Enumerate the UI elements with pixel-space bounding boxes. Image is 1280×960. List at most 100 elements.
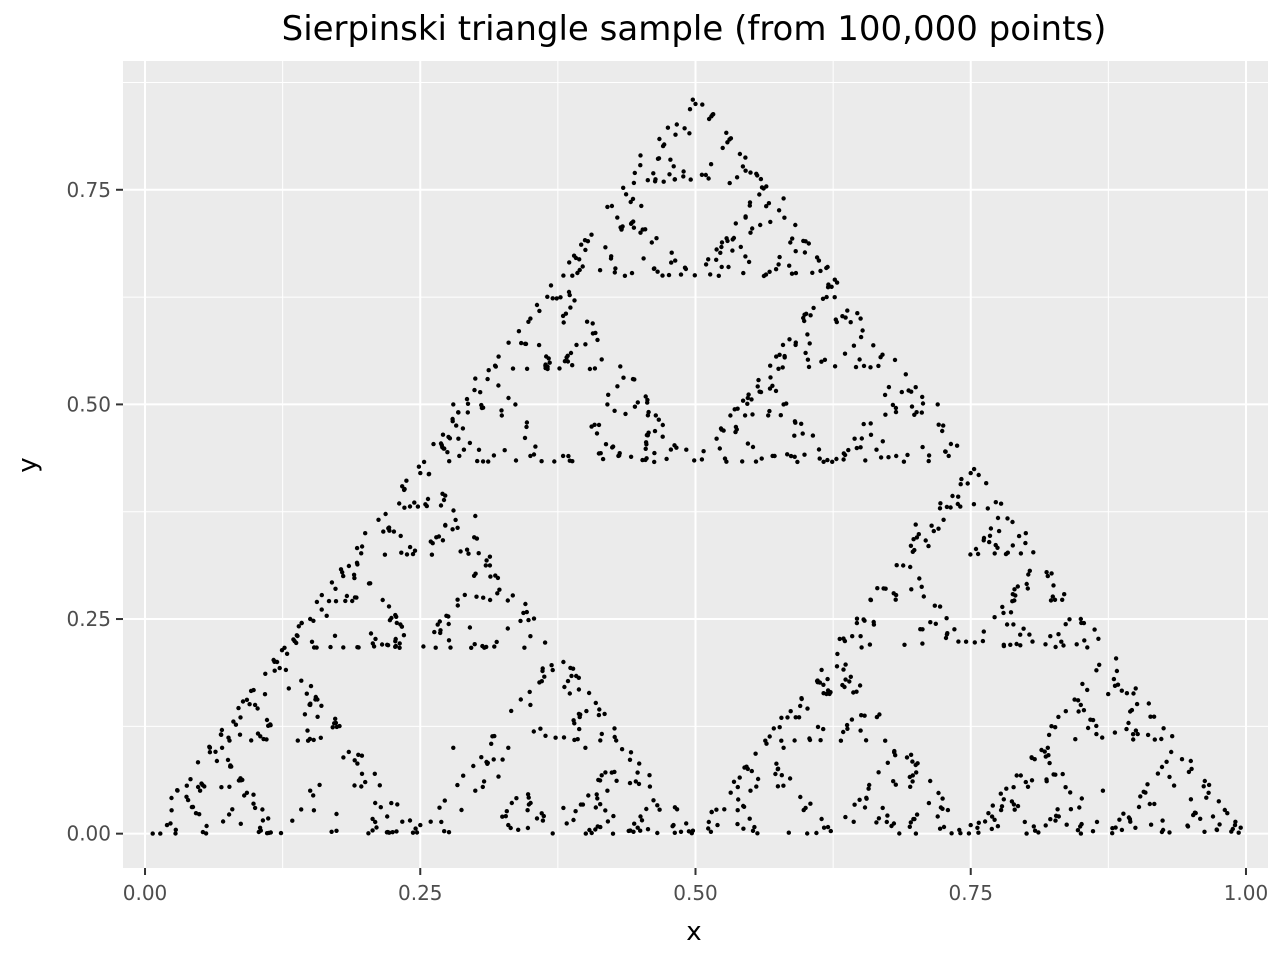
data-point bbox=[569, 673, 574, 679]
data-point bbox=[199, 781, 204, 786]
data-point bbox=[461, 773, 466, 778]
data-point bbox=[481, 779, 487, 784]
data-point bbox=[443, 523, 448, 528]
data-point bbox=[609, 254, 614, 259]
data-point bbox=[802, 250, 808, 255]
data-point bbox=[743, 215, 748, 220]
data-point bbox=[753, 751, 758, 756]
data-point bbox=[1016, 533, 1022, 539]
data-point bbox=[1000, 604, 1005, 610]
data-point bbox=[1021, 626, 1026, 631]
data-point bbox=[333, 599, 339, 604]
data-point bbox=[792, 419, 798, 424]
data-point bbox=[577, 267, 582, 273]
data-point bbox=[881, 586, 886, 591]
data-point bbox=[975, 825, 980, 830]
data-point bbox=[1063, 622, 1068, 627]
data-point bbox=[741, 270, 746, 276]
data-point bbox=[568, 350, 574, 356]
data-point bbox=[1032, 828, 1038, 833]
data-point bbox=[735, 406, 740, 411]
data-point bbox=[981, 538, 986, 543]
data-point bbox=[506, 340, 511, 345]
data-point bbox=[350, 598, 355, 604]
data-point bbox=[415, 504, 421, 509]
data-point bbox=[425, 496, 431, 502]
data-point bbox=[611, 813, 616, 819]
data-point bbox=[767, 269, 772, 274]
data-point bbox=[526, 617, 531, 623]
data-point bbox=[1119, 827, 1125, 833]
data-point bbox=[352, 758, 357, 763]
data-point bbox=[412, 500, 417, 505]
data-point bbox=[775, 784, 781, 789]
data-point bbox=[720, 145, 725, 151]
data-point bbox=[413, 826, 418, 831]
data-point bbox=[688, 177, 693, 182]
data-point bbox=[952, 627, 957, 632]
data-point bbox=[1024, 581, 1029, 587]
data-point bbox=[854, 445, 859, 451]
data-point bbox=[727, 137, 732, 142]
data-point bbox=[1112, 730, 1118, 735]
data-point bbox=[757, 192, 762, 197]
data-point bbox=[589, 232, 594, 237]
data-point bbox=[687, 107, 693, 112]
data-point bbox=[629, 270, 635, 276]
data-point bbox=[867, 642, 873, 647]
data-point bbox=[854, 620, 860, 626]
data-point bbox=[508, 825, 513, 831]
data-point bbox=[902, 642, 907, 647]
data-point bbox=[621, 185, 626, 190]
data-point bbox=[901, 563, 906, 568]
data-point bbox=[857, 797, 862, 802]
data-point bbox=[1029, 778, 1035, 783]
data-point bbox=[1167, 774, 1172, 780]
data-point bbox=[810, 270, 815, 275]
data-point bbox=[219, 785, 224, 790]
data-point bbox=[572, 721, 577, 726]
data-point bbox=[825, 824, 831, 830]
data-point bbox=[402, 505, 407, 510]
data-point bbox=[733, 424, 739, 430]
data-point bbox=[596, 422, 602, 428]
data-point bbox=[1061, 643, 1066, 648]
data-point bbox=[341, 645, 346, 650]
data-point bbox=[373, 819, 378, 825]
data-point bbox=[404, 478, 409, 483]
data-point bbox=[514, 796, 519, 801]
data-point bbox=[965, 481, 970, 486]
data-point bbox=[484, 558, 489, 563]
data-point bbox=[1078, 824, 1083, 829]
data-point bbox=[919, 584, 924, 589]
data-point bbox=[383, 511, 388, 517]
data-point bbox=[686, 829, 692, 834]
data-point bbox=[753, 459, 759, 464]
data-point bbox=[894, 563, 899, 568]
data-point bbox=[846, 447, 851, 453]
data-point bbox=[948, 441, 954, 447]
data-point bbox=[440, 432, 446, 437]
data-point bbox=[652, 266, 657, 271]
data-point bbox=[735, 784, 740, 790]
data-point bbox=[410, 551, 416, 557]
data-point bbox=[571, 253, 577, 258]
data-point bbox=[583, 342, 588, 347]
data-point bbox=[372, 771, 377, 776]
data-point bbox=[531, 616, 537, 621]
data-point bbox=[308, 683, 314, 689]
data-point bbox=[652, 450, 657, 456]
y-tick-label: 0.75 bbox=[66, 178, 111, 202]
data-point bbox=[945, 807, 951, 813]
data-point bbox=[598, 451, 603, 456]
data-point bbox=[1001, 610, 1006, 616]
data-point bbox=[855, 311, 860, 316]
data-point bbox=[880, 439, 885, 444]
data-point bbox=[858, 316, 863, 321]
data-point bbox=[264, 737, 269, 742]
data-point bbox=[519, 340, 524, 346]
data-point bbox=[536, 342, 542, 348]
data-point bbox=[242, 793, 247, 798]
data-point bbox=[609, 203, 615, 209]
data-point bbox=[742, 765, 747, 770]
